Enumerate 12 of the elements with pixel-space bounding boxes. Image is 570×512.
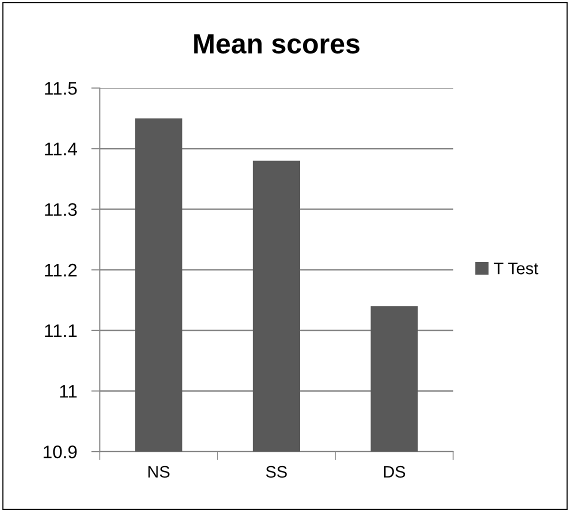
y-tick-label: 11.4 bbox=[45, 142, 78, 156]
y-tick-label: 10.9 bbox=[44, 446, 77, 458]
x-tick-label: NS bbox=[148, 466, 170, 478]
y-tick-label: 11.1 bbox=[45, 324, 77, 337]
y-tick-label: 11 bbox=[60, 385, 77, 398]
y-tick-label: 11.5 bbox=[45, 82, 77, 95]
x-tick-label: DS bbox=[384, 466, 406, 478]
x-tick-label: SS bbox=[266, 466, 287, 478]
legend-label: T Test bbox=[494, 262, 538, 274]
y-tick-label: 11.3 bbox=[45, 203, 77, 216]
chart-title: Mean scores bbox=[194, 34, 360, 54]
y-tick-label: 11.2 bbox=[45, 264, 77, 276]
